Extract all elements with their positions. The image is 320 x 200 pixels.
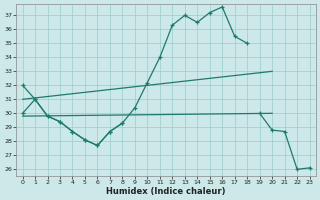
X-axis label: Humidex (Indice chaleur): Humidex (Indice chaleur): [106, 187, 226, 196]
